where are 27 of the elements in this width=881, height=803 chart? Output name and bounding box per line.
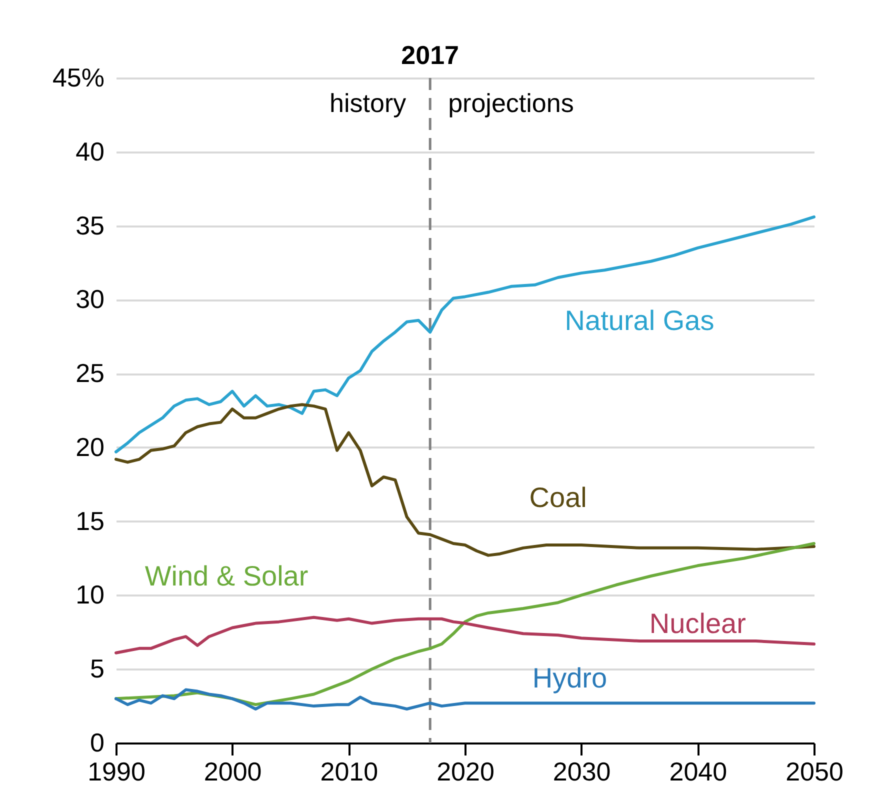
y-tick-label: 20 bbox=[76, 432, 104, 462]
y-tick-label: 5 bbox=[90, 654, 104, 684]
y-tick-label: 35 bbox=[76, 210, 104, 240]
x-tick-label: 2040 bbox=[669, 756, 728, 786]
annotation: history bbox=[330, 88, 406, 118]
series-label: Nuclear bbox=[649, 608, 746, 639]
y-tick-label: 30 bbox=[76, 284, 104, 314]
x-tick-label: 2010 bbox=[320, 756, 378, 786]
x-tick-label: 2020 bbox=[436, 756, 494, 786]
y-tick-label: 0 bbox=[90, 728, 104, 758]
series-label: Coal bbox=[529, 482, 587, 514]
x-tick-label: 2050 bbox=[786, 756, 844, 786]
text: Wind & Solar bbox=[144, 560, 308, 592]
line-series bbox=[114, 215, 816, 454]
x-tick-label: 2000 bbox=[204, 756, 262, 786]
y-tick-label: 40 bbox=[76, 136, 104, 166]
y-tick-label: 10 bbox=[76, 580, 104, 610]
ref-line-label: 2017 bbox=[401, 40, 460, 70]
series-label: Natural Gas bbox=[564, 304, 714, 336]
y-tick-label: 45% bbox=[52, 62, 104, 92]
line-series bbox=[114, 403, 816, 557]
series-label: Hydro bbox=[532, 662, 608, 694]
y-tick-label: 15 bbox=[76, 506, 104, 536]
annotation: projections bbox=[448, 88, 574, 118]
x-tick-label: 1990 bbox=[88, 756, 146, 786]
x-tick-label: 2030 bbox=[552, 756, 611, 786]
y-tick-label: 25 bbox=[76, 358, 104, 388]
